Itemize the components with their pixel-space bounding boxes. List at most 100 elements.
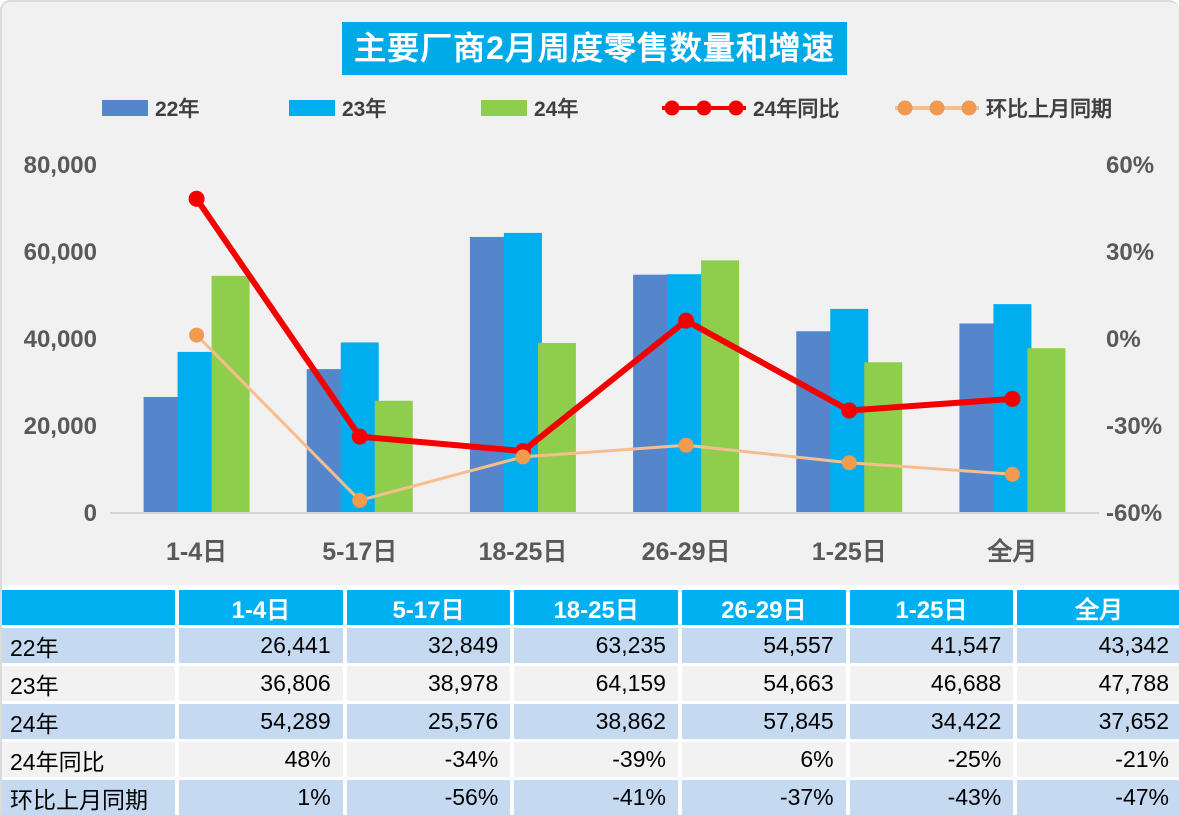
header-cell: 全月: [1013, 590, 1179, 628]
bar-0-5: [959, 323, 998, 512]
bar-2-3: [701, 260, 740, 512]
line-marker-1-2: [515, 449, 531, 465]
trend-line-1: [195, 333, 1014, 502]
table-row: 22年 26,441 32,849 63,235 54,557 41,547 43,342: [2, 628, 1179, 666]
header-cell: 18-25日: [510, 590, 678, 628]
header-cell: 1-25日: [845, 590, 1014, 628]
right-axis-tick-label: -30%: [1106, 413, 1162, 440]
category-label: 18-25日: [478, 538, 567, 566]
line-marker-1-3: [678, 437, 694, 453]
header-cell: 1-4日: [175, 590, 343, 628]
line-marker-1-1: [352, 492, 368, 508]
data-cell: 41,547: [845, 628, 1014, 666]
legend-item-yoy: 24年同比: [662, 95, 839, 121]
legend-color-swatch-23: [289, 100, 335, 116]
legend-item-24: 24年: [481, 95, 578, 121]
line-marker-0-1: [351, 428, 368, 445]
table-row: 环比上月同期 1% -56% -41% -37% -43% -47%: [2, 780, 1179, 815]
legend-line-marker-icon: [895, 100, 979, 116]
data-cell: -56%: [342, 780, 511, 815]
legend-item-23: 23年: [289, 95, 386, 121]
row-label-cell: 环比上月同期: [2, 780, 175, 815]
category-label: 1-25日: [812, 538, 887, 566]
data-cell: -21%: [1013, 742, 1179, 780]
data-cell: 38,862: [510, 704, 678, 742]
legend-item-mom: 环比上月同期: [895, 95, 1112, 121]
legend-label: 22年: [155, 98, 200, 121]
line-marker-0-0: [188, 190, 205, 207]
table-row: 24年同比 48% -34% -39% 6% -25% -21%: [2, 742, 1179, 780]
legend-label: 24年: [534, 98, 579, 121]
data-table: 1-4日 5-17日 18-25日 26-29日 1-25日 全月 22年 26,441 32,…: [2, 590, 1179, 815]
line-marker-0-3: [678, 312, 695, 329]
line-marker-0-4: [841, 402, 858, 419]
data-cell: -39%: [510, 742, 678, 780]
data-cell: -34%: [342, 742, 511, 780]
chart-title: 主要厂商2月周度零售数量和增速: [342, 22, 847, 75]
data-cell: 25,576: [342, 704, 511, 742]
table-header-row: 1-4日 5-17日 18-25日 26-29日 1-25日 全月: [2, 590, 1179, 628]
data-cell: 26,441: [175, 628, 343, 666]
row-label-cell: 24年: [2, 704, 175, 742]
bar-0-4: [796, 331, 835, 512]
bar-1-1: [340, 342, 379, 512]
legend-label: 24年同比: [753, 98, 840, 121]
data-cell: 54,289: [175, 704, 343, 742]
legend-line-marker-icon: [662, 100, 746, 116]
line-marker-1-4: [841, 455, 857, 471]
data-cell: -37%: [677, 780, 846, 815]
data-cell: 64,159: [510, 666, 678, 704]
category-label: 5-17日: [322, 538, 397, 566]
legend-label: 环比上月同期: [986, 98, 1112, 121]
data-cell: -41%: [510, 780, 678, 815]
data-cell: 38,978: [342, 666, 511, 704]
data-cell: -47%: [1013, 780, 1179, 815]
data-cell: 43,342: [1013, 628, 1179, 666]
trend-line-0: [193, 195, 1016, 455]
data-cell: 63,235: [510, 628, 678, 666]
legend-color-swatch-22: [102, 100, 148, 116]
legend-label: 23年: [342, 98, 387, 121]
right-axis-tick-label: 30%: [1106, 239, 1154, 266]
data-cell: 37,652: [1013, 704, 1179, 742]
left-axis-tick-label: 60,000: [24, 239, 97, 266]
data-cell: 36,806: [175, 666, 343, 704]
left-axis-tick-label: 20,000: [24, 413, 97, 440]
row-label-cell: 24年同比: [2, 742, 175, 780]
right-axis-tick-label: -60%: [1106, 500, 1162, 527]
right-axis-tick-label: 0%: [1106, 326, 1141, 353]
bar-2-0: [211, 275, 250, 512]
line-marker-1-0: [189, 327, 205, 343]
bar-1-3: [667, 274, 706, 512]
data-cell: -43%: [845, 780, 1014, 815]
data-cell: 57,845: [677, 704, 846, 742]
data-cell: 32,849: [342, 628, 511, 666]
data-cell: 54,663: [677, 666, 846, 704]
line-marker-0-5: [1004, 390, 1021, 407]
category-label: 全月: [986, 537, 1037, 566]
row-label-cell: 23年: [2, 666, 175, 704]
line-marker-1-5: [1004, 466, 1020, 482]
data-table-section: 1-4日 5-17日 18-25日 26-29日 1-25日 全月 22年 26,441 32,…: [2, 585, 1179, 815]
bar-0-3: [633, 274, 672, 512]
data-cell: -25%: [845, 742, 1014, 780]
row-label-cell: 22年: [2, 628, 175, 666]
bar-2-4: [864, 362, 903, 512]
legend-color-swatch-24: [481, 100, 527, 116]
data-cell: 34,422: [845, 704, 1014, 742]
combo-chart: 0 20,000 40,000 60,000 80,000 -60% -30% 0% 30% 60…: [24, 152, 1162, 566]
data-cell: 46,688: [845, 666, 1014, 704]
data-cell: 48%: [175, 742, 343, 780]
table-row: 24年 54,289 25,576 38,862 57,845 34,422 37,652: [2, 704, 1179, 742]
bar-1-0: [177, 351, 216, 512]
table-row: 23年 36,806 38,978 64,159 54,663 46,688 47,788: [2, 666, 1179, 704]
header-cell: [2, 590, 175, 628]
data-cell: 54,557: [677, 628, 846, 666]
left-axis-tick-label: 80,000: [24, 152, 97, 179]
left-axis-tick-label: 40,000: [24, 326, 97, 353]
category-label: 1-4日: [166, 538, 227, 566]
bar-0-0: [143, 396, 182, 512]
header-cell: 26-29日: [677, 590, 846, 628]
header-cell: 5-17日: [342, 590, 511, 628]
